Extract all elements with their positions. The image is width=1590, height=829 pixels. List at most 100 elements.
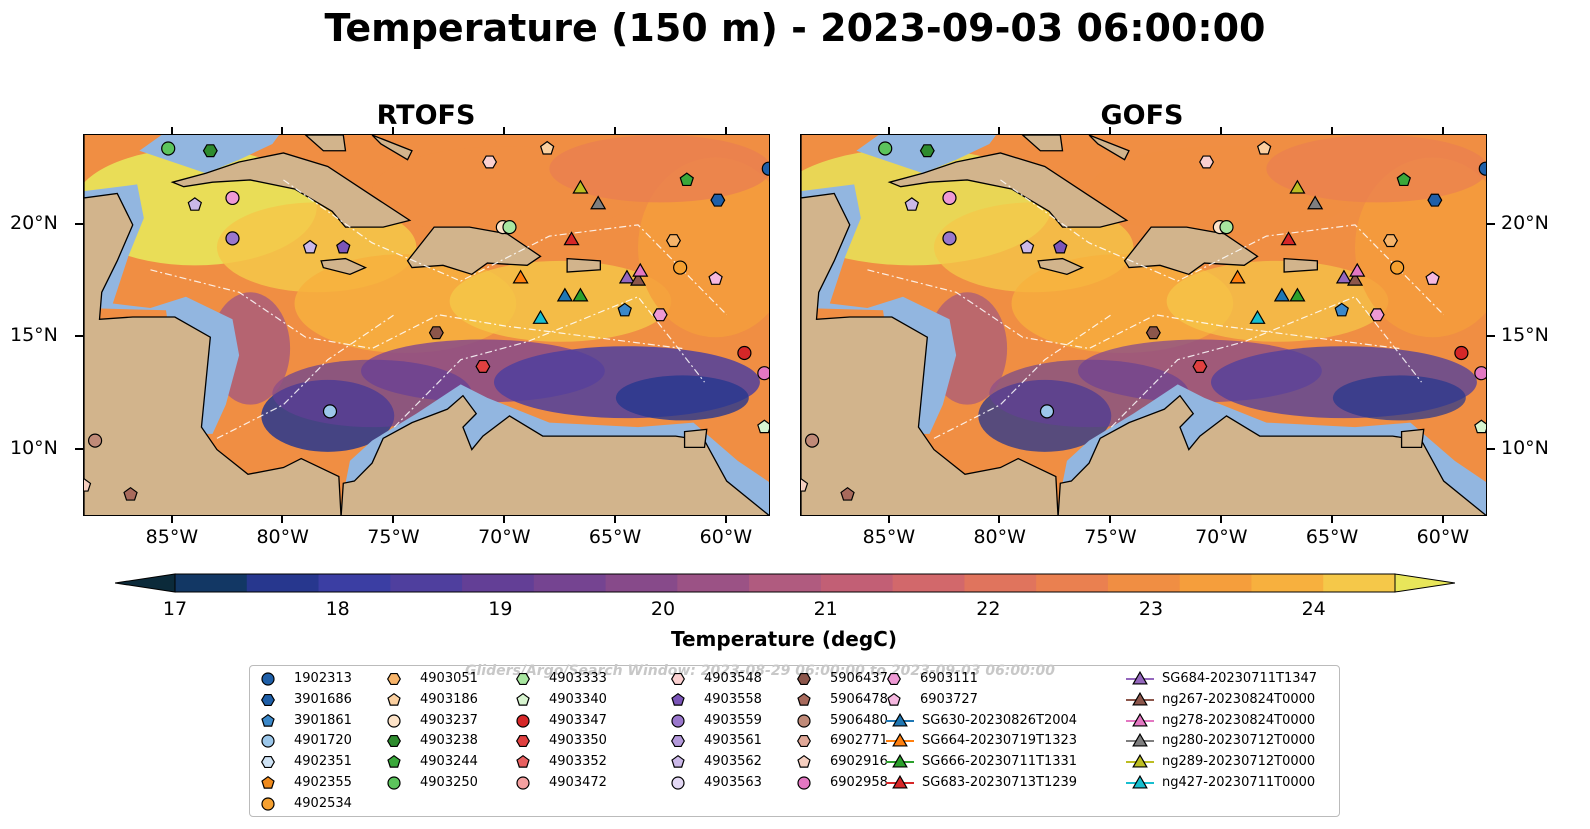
lat-tick-mark (1487, 335, 1495, 338)
legend-marker-icon (671, 776, 685, 790)
map-marker (679, 172, 694, 187)
lon-tick-mark (392, 127, 395, 135)
legend-entry-label: ng280-20230712T0000 (1162, 733, 1316, 749)
legend-entry-label: ng427-20230711T0000 (1162, 775, 1316, 790)
legend-symbol-icon (261, 756, 275, 769)
map-marker (629, 271, 647, 286)
legend-marker-icon (671, 735, 685, 748)
legend-line-marker-icon (886, 712, 914, 727)
lat-tick-mark (75, 335, 83, 338)
map-marker (590, 195, 607, 210)
map-marker (804, 433, 820, 448)
legend-entry-label: 1902313 (294, 671, 352, 686)
map-marker (161, 141, 176, 156)
legend-marker-icon (261, 672, 275, 686)
map-marker (1039, 404, 1055, 419)
legend-entry-label: 5906480 (830, 712, 888, 728)
map-marker (617, 302, 632, 317)
legend-line-marker-icon (1126, 733, 1154, 747)
colorbar-tick-label: 24 (1301, 598, 1326, 620)
map-marker (572, 179, 589, 194)
map-marker (665, 234, 682, 248)
map-marker (840, 486, 855, 501)
map-marker (1199, 155, 1215, 169)
map-marker (942, 190, 957, 206)
colorbar-tick-label: 18 (325, 598, 350, 620)
map-marker (1349, 262, 1366, 277)
legend-line-marker-icon (1126, 670, 1154, 685)
colorbar-segment (749, 574, 822, 592)
legend-marker-icon (387, 776, 401, 790)
legend-marker-icon (797, 735, 811, 748)
lon-tick-label: 60°W (1416, 526, 1470, 548)
lon-tick-mark (998, 127, 1001, 135)
lon-tick-label: 65°W (588, 526, 642, 548)
legend-marker-icon (387, 755, 401, 768)
legend-entry-label: 4903244 (420, 754, 478, 770)
legend-triangle-icon (1132, 774, 1148, 789)
map-marker (1192, 359, 1208, 373)
legend-marker-icon (387, 672, 401, 686)
colorbar-tick-label: 22 (976, 598, 1001, 620)
legend-triangle-icon (892, 733, 908, 747)
legend-symbol-icon (887, 672, 901, 686)
legend-marker-icon (516, 672, 530, 686)
legend-watermark: Gliders/Argo/Search Window: 2023-08-29 0… (465, 663, 1055, 679)
legend-line-marker-icon (886, 733, 914, 747)
legend-symbol-icon (261, 797, 275, 811)
lat-tick-mark (75, 222, 83, 225)
colorbar-extend-high (1394, 573, 1455, 593)
legend-entry-label: 6902916 (830, 754, 888, 770)
legend-entry-label: 4903562 (704, 754, 762, 770)
legend-symbol-icon (387, 755, 401, 768)
legend-symbol-icon (671, 672, 685, 686)
legend-line-marker-icon (1126, 712, 1154, 727)
lat-tick-mark (75, 447, 83, 450)
map-marker (428, 326, 444, 340)
legend-symbol-icon (387, 672, 401, 686)
lon-tick-mark (281, 515, 284, 523)
legend-marker-icon (261, 775, 275, 789)
map-marker (1145, 326, 1161, 340)
legend-entry-label: 4902355 (294, 775, 352, 790)
legend-symbol-icon (387, 776, 401, 790)
legend-entry-label: 4902351 (294, 754, 352, 770)
map-marker (512, 269, 529, 284)
map-marker (84, 477, 92, 492)
legend-marker-icon (887, 692, 901, 706)
legend-line-marker-icon (886, 754, 914, 768)
map-marker (202, 144, 218, 158)
legend-symbol-icon (261, 693, 275, 706)
map-marker (1427, 193, 1443, 207)
panel-title-rtofs: RTOFS (376, 100, 476, 131)
lon-tick-mark (1330, 515, 1333, 523)
lon-tick-mark (1220, 515, 1223, 523)
legend-marker-icon (387, 692, 401, 706)
lon-tick-label: 80°W (973, 526, 1026, 548)
legend-line-marker-icon (1126, 754, 1154, 768)
lon-tick-label: 80°W (256, 526, 309, 548)
map-marker (87, 433, 103, 448)
legend-symbol-icon (671, 735, 685, 748)
legend-entry-label: 5906437 (830, 671, 888, 686)
map-marker (737, 345, 752, 361)
map-marker (652, 308, 668, 322)
legend-entry-label: 5906478 (830, 691, 888, 707)
legend-line-marker-icon (1126, 691, 1154, 706)
map-marker (1390, 260, 1405, 275)
colorbar-segment (1036, 574, 1109, 592)
legend-symbol-icon (797, 672, 811, 686)
lon-tick-mark (503, 515, 506, 523)
legend-entry-label: SG684-20230711T1347 (1162, 671, 1318, 686)
lat-tick-label: 15°N (10, 324, 58, 347)
legend-marker-icon (261, 797, 275, 811)
legend-entry-label: 4903558 (704, 691, 762, 707)
colorbar-segment (820, 574, 894, 592)
legend-marker-icon (887, 672, 901, 686)
legend-marker-icon (797, 755, 811, 768)
legend-line-marker-icon (886, 774, 914, 789)
legend-entry-label: ng278-20230824T0000 (1162, 712, 1316, 728)
legend-symbol-icon (797, 755, 811, 768)
legend-symbol-icon (797, 692, 811, 706)
legend-entry-label: 6903727 (920, 691, 978, 707)
